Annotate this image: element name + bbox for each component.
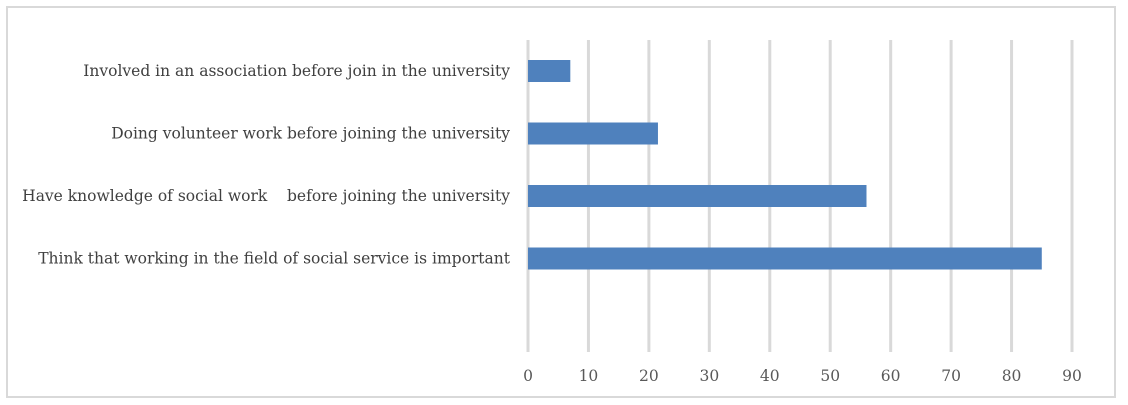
x-tick-label: 70 [941, 367, 961, 385]
category-label: Doing volunteer work before joining the … [111, 125, 510, 143]
x-tick-label: 0 [523, 367, 533, 385]
x-tick-label: 60 [881, 367, 901, 385]
bar [528, 247, 1042, 270]
x-axis-tick-labels: 0 10 20 30 40 50 60 70 80 90 [523, 367, 1082, 385]
category-label: Think that working in the field of socia… [38, 250, 511, 268]
gridlines [526, 40, 1074, 352]
x-tick-label: 10 [579, 367, 599, 385]
bars [528, 60, 1042, 270]
bar [528, 122, 658, 145]
x-tick-label: 90 [1062, 367, 1082, 385]
x-tick-label: 20 [639, 367, 659, 385]
category-labels: Involved in an association before join i… [22, 62, 511, 268]
x-tick-label: 80 [1002, 367, 1022, 385]
x-tick-label: 30 [699, 367, 719, 385]
x-tick-label: 50 [820, 367, 840, 385]
bar [528, 185, 867, 207]
bar [528, 60, 571, 82]
category-label: Involved in an association before join i… [83, 62, 510, 80]
category-label: Have knowledge of social work before joi… [22, 187, 510, 205]
x-tick-label: 40 [760, 367, 780, 385]
